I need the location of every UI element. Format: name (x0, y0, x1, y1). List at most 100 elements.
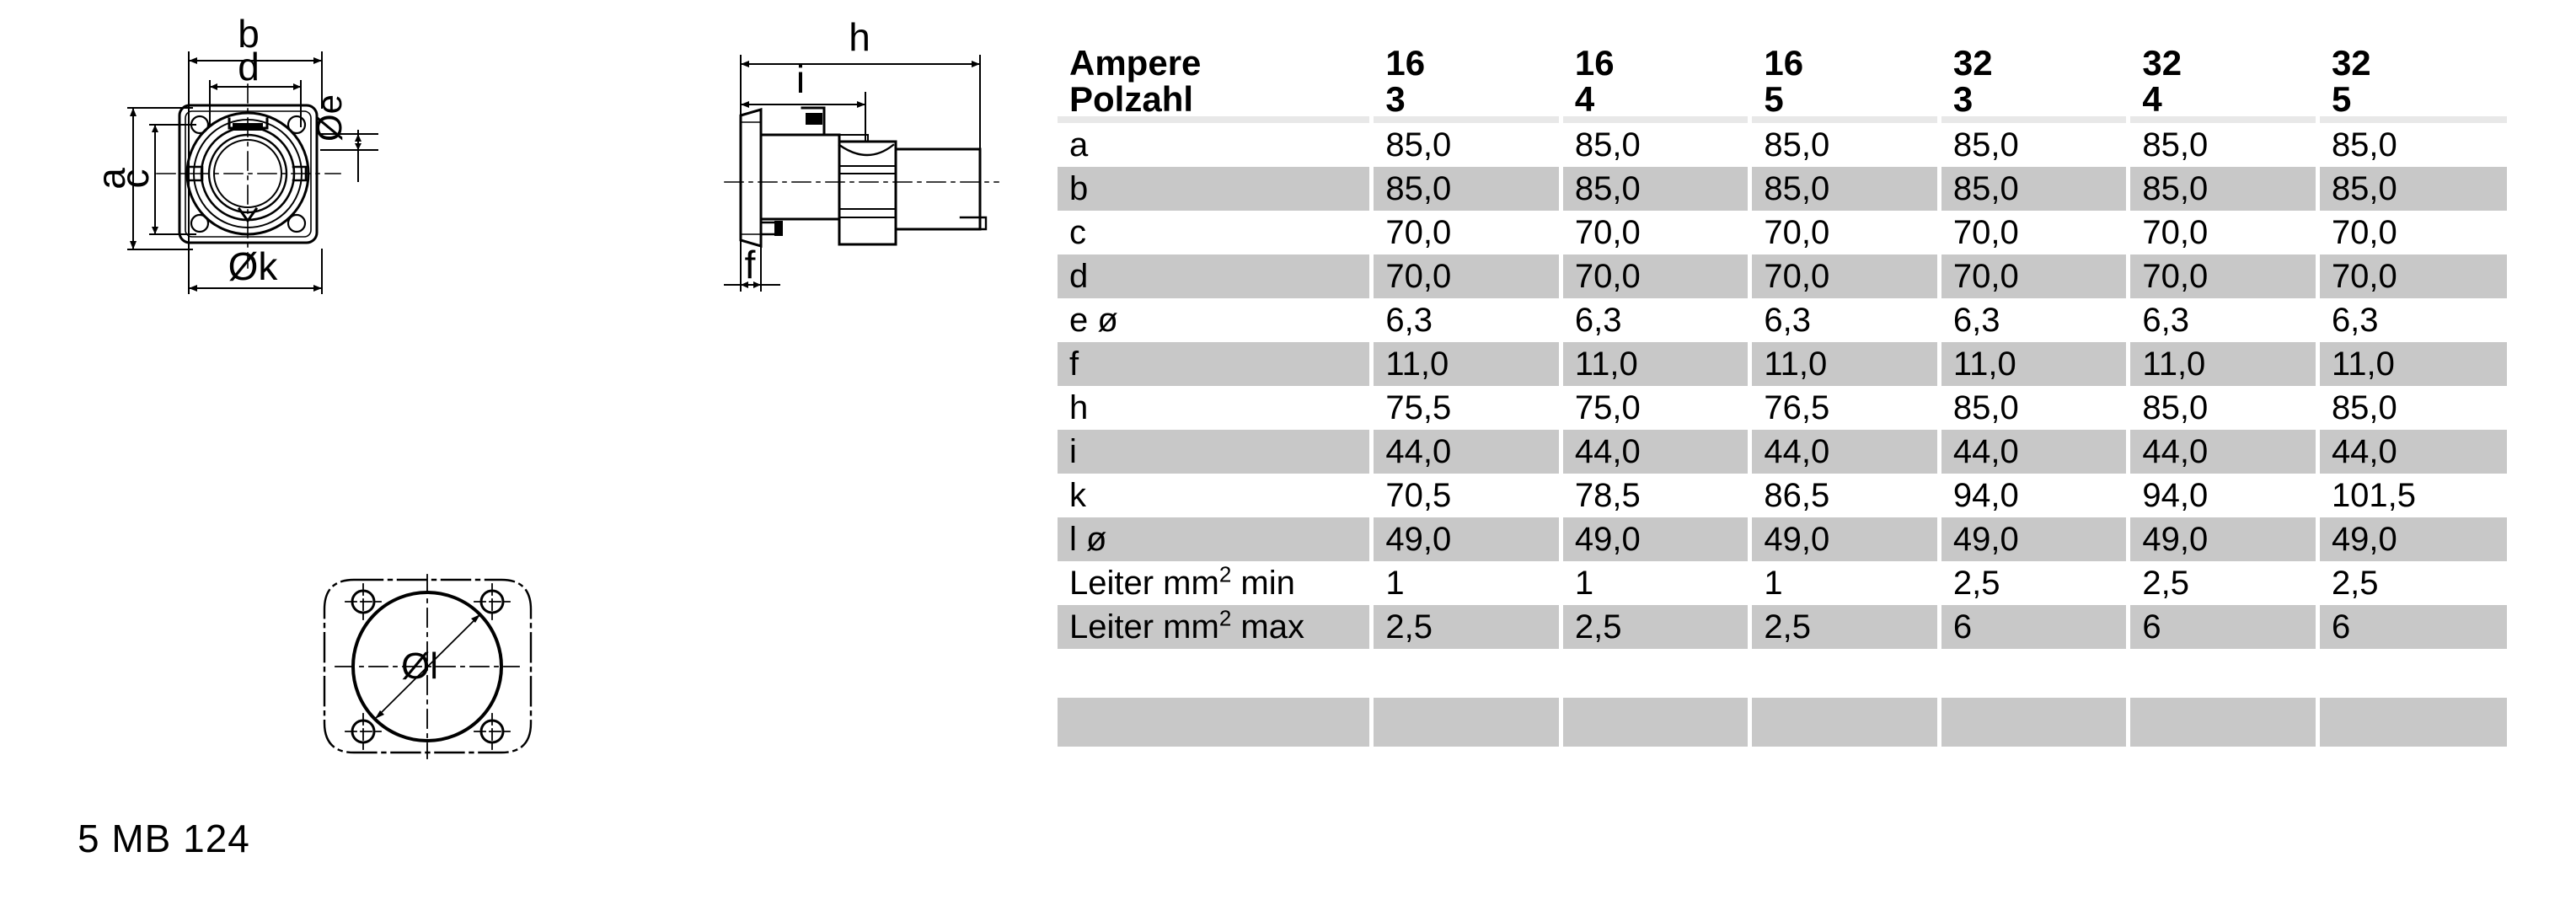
table-cell: 85,0 (2128, 123, 2320, 167)
dimension-d (209, 80, 302, 127)
table-row: Leiter mm2 max 2,5 2,5 2,5 6 6 6 (1058, 605, 2507, 649)
table-cell (2317, 649, 2507, 698)
table-cell: 86,5 (1749, 474, 1941, 517)
table-cell: 70,0 (1749, 254, 1941, 298)
label-i: i (796, 57, 805, 101)
table-cell: 85,0 (2317, 167, 2507, 211)
table-cell: 6 (2317, 605, 2507, 649)
specification-table: Ampere 16 16 16 32 32 32 Polzahl 3 4 5 3… (1058, 34, 2507, 747)
table-cell: 85,0 (2128, 167, 2320, 211)
row-label: d (1058, 254, 1374, 298)
header-ampere-col-6: 32 (2331, 43, 2371, 83)
table-cell: 49,0 (2317, 517, 2507, 561)
row-label (1058, 698, 1374, 747)
table-cell: 85,0 (2317, 386, 2507, 430)
table-cell (1749, 649, 1941, 698)
table-cell: 70,0 (2317, 211, 2507, 254)
header-polzahl-col-6: 5 (2331, 79, 2352, 119)
header-ampere-col-2: 16 (1561, 34, 1753, 83)
table-cell: 11,0 (2317, 342, 2507, 386)
label-c: c (113, 169, 157, 189)
table-cell: 44,0 (2128, 430, 2320, 474)
label-h: h (849, 15, 870, 59)
table-cell: 49,0 (1749, 517, 1941, 561)
table-cell: 75,5 (1371, 386, 1563, 430)
row-label: h (1058, 386, 1374, 430)
table-cell: 85,0 (2128, 386, 2320, 430)
table-cell: 94,0 (2128, 474, 2320, 517)
table-cell (2128, 698, 2320, 747)
table-cell: 101,5 (2317, 474, 2507, 517)
row-label: c (1058, 211, 1374, 254)
table-cell (1371, 698, 1563, 747)
row-label: i (1058, 430, 1374, 474)
table-row: d 70,0 70,0 70,0 70,0 70,0 70,0 (1058, 254, 2507, 298)
table-cell: 11,0 (1749, 342, 1941, 386)
row-label: k (1058, 474, 1374, 517)
dimension-a (127, 107, 193, 250)
table-row: b 85,0 85,0 85,0 85,0 85,0 85,0 (1058, 167, 2507, 211)
table-cell: 2,5 (2128, 561, 2320, 605)
table-cell: 6,3 (2317, 298, 2507, 342)
row-label: b (1058, 167, 1374, 211)
table-cell: 44,0 (2317, 430, 2507, 474)
table-cell: 94,0 (1939, 474, 2131, 517)
table-cell: 6,3 (1561, 298, 1753, 342)
table-row (1058, 649, 2507, 698)
header-label-polzahl: Polzahl (1058, 82, 1374, 117)
front-view-body (156, 83, 341, 269)
row-label: f (1058, 342, 1374, 386)
table-cell: 2,5 (2317, 561, 2507, 605)
table-cell: 70,0 (2128, 211, 2320, 254)
table-row: f 11,0 11,0 11,0 11,0 11,0 11,0 (1058, 342, 2507, 386)
table-cell (1749, 698, 1941, 747)
table-cell: 6 (2128, 605, 2320, 649)
row-label: l ø (1058, 517, 1374, 561)
table-row: a 85,0 85,0 85,0 85,0 85,0 85,0 (1058, 123, 2507, 167)
table-cell: 11,0 (1561, 342, 1753, 386)
table-cell: 11,0 (1939, 342, 2131, 386)
table-cell: 70,0 (1939, 211, 2131, 254)
table-cell: 85,0 (1371, 167, 1563, 211)
table-cell (1561, 649, 1753, 698)
table-cell: 85,0 (1561, 123, 1753, 167)
table-cell: 49,0 (1939, 517, 2131, 561)
table-cell: 11,0 (1371, 342, 1563, 386)
table-cell: 1 (1749, 561, 1941, 605)
table-cell: 70,0 (2317, 254, 2507, 298)
table-body: a 85,0 85,0 85,0 85,0 85,0 85,0 b 85,0 85,0 85,0 85… (1058, 123, 2507, 747)
table-cell: 85,0 (2317, 123, 2507, 167)
table-cell: 85,0 (1561, 167, 1753, 211)
table-row: l ø 49,0 49,0 49,0 49,0 49,0 49,0 (1058, 517, 2507, 561)
label-d: d (238, 45, 260, 88)
side-view-body (724, 106, 999, 248)
row-label: Leiter mm2 max (1058, 605, 1374, 649)
header-ampere-col-4: 32 (1939, 34, 2131, 83)
table-cell: 1 (1371, 561, 1563, 605)
table-row: h 75,5 75,0 76,5 85,0 85,0 85,0 (1058, 386, 2507, 430)
table-cell: 70,5 (1371, 474, 1563, 517)
row-label (1058, 649, 1374, 698)
label-k-dia: Øk (228, 244, 279, 288)
header-row-polzahl: Polzahl 3 4 5 3 4 5 (1058, 79, 2507, 119)
table-cell: 85,0 (1371, 123, 1563, 167)
table-row (1058, 698, 2507, 747)
header-ampere-col-1: 16 (1371, 34, 1563, 83)
table-cell (1561, 698, 1753, 747)
table-cell: 2,5 (1749, 605, 1941, 649)
table-cell: 85,0 (1939, 386, 2131, 430)
table-cell: 44,0 (1561, 430, 1753, 474)
header-polzahl-col-4: 3 (1939, 82, 2131, 117)
table-row: c 70,0 70,0 70,0 70,0 70,0 70,0 (1058, 211, 2507, 254)
table-row: i 44,0 44,0 44,0 44,0 44,0 44,0 (1058, 430, 2507, 474)
table-cell (1939, 698, 2131, 747)
table-cell (2317, 698, 2507, 747)
label-b: b (238, 12, 260, 56)
table-cell: 85,0 (1749, 123, 1941, 167)
table-cell: 70,0 (1561, 254, 1753, 298)
table-cell (1371, 649, 1563, 698)
table-cell: 85,0 (1939, 123, 2131, 167)
table-cell (2128, 649, 2320, 698)
table-cell: 2,5 (1939, 561, 2131, 605)
header-polzahl-col-5: 4 (2128, 82, 2320, 117)
